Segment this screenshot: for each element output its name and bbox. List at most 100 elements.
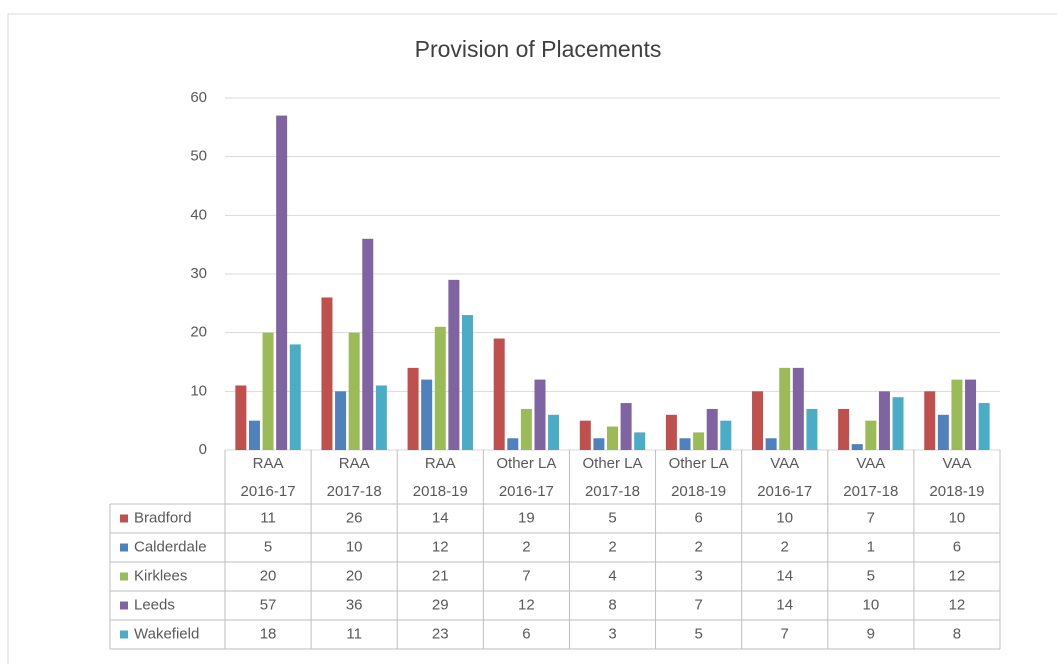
table-value: 2 [522,538,530,555]
y-tick-label: 30 [190,265,207,282]
legend-label: Wakefield [134,625,199,642]
legend-label: Bradford [134,509,192,526]
bar [865,420,877,450]
table-value: 20 [260,567,277,584]
table-value: 10 [776,509,793,526]
table-value: 5 [867,567,875,584]
bar [461,315,473,450]
chart-area [7,13,1057,664]
table-value: 26 [346,509,363,526]
bar [335,391,347,450]
bar [607,426,618,450]
bar [706,408,718,450]
table-value: 3 [608,625,616,642]
bar [407,367,419,450]
x-tick-label: 2016-17 [757,483,812,500]
bar [965,379,977,450]
table-value: 14 [432,509,449,526]
bar [579,420,591,450]
table-value: 12 [432,538,449,555]
table-value: 6 [522,625,530,642]
table-value: 7 [522,567,530,584]
bar [620,403,632,450]
x-tick-label: RAA [425,455,456,472]
x-tick-label: 2017-18 [327,483,382,500]
x-tick-label: 2016-17 [241,483,296,500]
table-value: 7 [867,509,875,526]
table-value: 23 [432,625,449,642]
x-tick-label: Other LA [582,455,642,472]
table-value: 18 [260,625,277,642]
bar [978,403,990,450]
table-value: 5 [264,538,272,555]
legend-swatch [120,601,128,610]
table-value: 5 [608,509,616,526]
table-value: 2 [608,538,616,555]
y-tick-label: 20 [190,324,207,341]
bar [937,414,949,450]
bar [493,338,505,450]
table-value: 14 [776,567,793,584]
bar [634,432,646,450]
table-value: 57 [260,596,277,613]
x-tick-label: 2017-18 [843,483,898,500]
bar [851,444,863,450]
bar [375,385,387,450]
bar [289,344,301,450]
x-tick-label: Other LA [669,455,729,472]
bar [362,238,374,450]
bar [276,115,288,450]
bar [507,438,519,450]
x-tick-label: RAA [253,455,284,472]
bar [434,326,446,450]
table-value: 10 [346,538,363,555]
bar [679,438,691,450]
table-value: 8 [953,625,961,642]
y-tick-label: 60 [190,89,207,106]
x-tick-label: 2018-19 [413,483,468,500]
bar [779,367,791,450]
table-value: 7 [781,625,789,642]
y-tick-label: 50 [190,148,207,165]
bar [792,367,804,450]
table-value: 11 [346,625,362,642]
y-tick-label: 0 [199,441,207,458]
table-value: 12 [949,567,966,584]
chart-title: Provision of Placements [415,36,662,62]
legend-label: Kirklees [134,567,187,584]
bar [448,279,460,450]
table-value: 19 [518,509,535,526]
x-tick-label: Other LA [496,455,556,472]
x-tick-label: 2017-18 [585,483,640,500]
bar [321,297,333,450]
x-tick-label: 2018-19 [929,483,984,500]
legend-swatch [120,514,128,523]
table-value: 2 [694,538,702,555]
bar [752,391,764,450]
table-value: 10 [949,509,966,526]
table-value: 12 [949,596,966,613]
bar [878,391,890,450]
table-value: 29 [432,596,449,613]
bar [235,385,247,450]
legend-swatch [120,630,128,639]
bar [693,432,705,450]
table-value: 11 [260,509,276,526]
bar [262,332,274,450]
x-tick-label: 2018-19 [671,483,726,500]
bar [892,397,904,450]
table-value: 9 [867,625,875,642]
x-tick-label: VAA [942,455,971,472]
table-value: 1 [867,538,875,555]
table-value: 6 [953,538,961,555]
bar [765,438,777,450]
y-tick-label: 40 [190,206,207,223]
legend-label: Calderdale [134,538,207,555]
x-tick-label: VAA [770,455,799,472]
bar [951,379,963,450]
table-value: 6 [694,509,702,526]
legend-label: Leeds [134,596,175,613]
bar [720,420,732,450]
bar [348,332,360,450]
